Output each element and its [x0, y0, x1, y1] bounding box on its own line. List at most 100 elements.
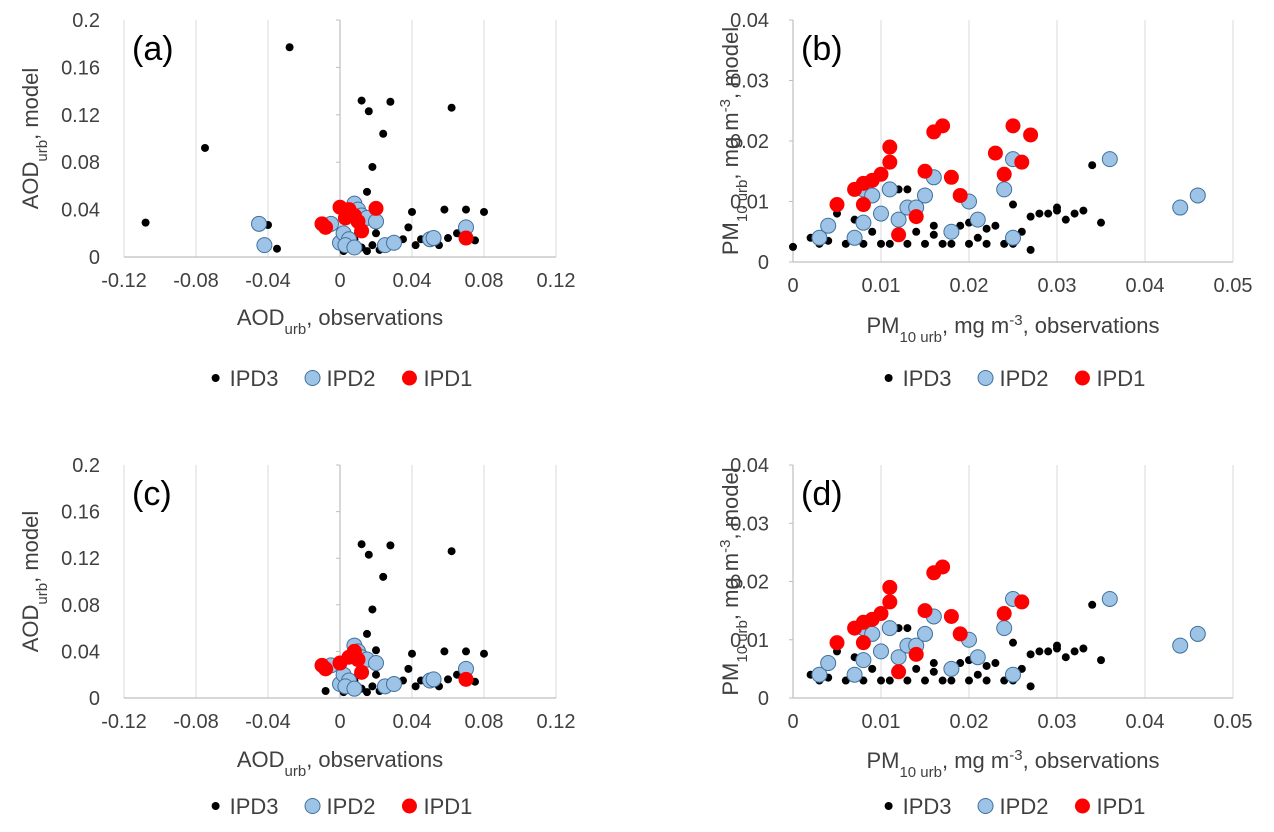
- x-tick-label: 0.03: [1038, 275, 1077, 297]
- legend-marker: [884, 802, 893, 810]
- point: [855, 214, 872, 231]
- point: [846, 666, 863, 683]
- x-tick-label: 0: [787, 711, 798, 733]
- point: [952, 187, 968, 203]
- point: [877, 239, 885, 248]
- y-tick-label: 0.03: [730, 513, 769, 535]
- point: [372, 229, 380, 238]
- point: [1014, 154, 1030, 170]
- point: [917, 603, 933, 619]
- y-tick-label: 0.01: [730, 192, 769, 214]
- legend-marker: [401, 798, 417, 814]
- point: [1101, 151, 1118, 168]
- x-axis-title-part: urb: [285, 763, 307, 780]
- point: [357, 96, 366, 105]
- y-axis-title-part: , model: [18, 511, 43, 583]
- point: [929, 221, 938, 230]
- y-axis-title: AODurb, model: [18, 511, 51, 653]
- point: [855, 197, 871, 213]
- point: [141, 218, 150, 227]
- legend-marker: [977, 798, 994, 814]
- y-tick-label: 0: [758, 688, 769, 710]
- legend-marker: [211, 802, 220, 810]
- y-axis-title-part: urb: [34, 140, 51, 162]
- x-axis-title-part: urb: [285, 321, 307, 338]
- point: [829, 635, 845, 651]
- point: [368, 655, 384, 672]
- x-tick-label: 0.01: [862, 711, 901, 733]
- x-tick-label: -0.04: [245, 270, 291, 292]
- legend: IPD3 IPD2 IPD1: [211, 794, 472, 819]
- point: [363, 187, 371, 196]
- point: [408, 649, 416, 658]
- point: [873, 166, 889, 182]
- y-tick-label: 0.08: [61, 595, 100, 617]
- point: [1189, 625, 1206, 642]
- point: [1026, 650, 1035, 659]
- point: [1005, 666, 1021, 683]
- point: [1189, 187, 1206, 204]
- point: [368, 605, 377, 614]
- point: [480, 207, 488, 216]
- point: [969, 211, 986, 228]
- point: [996, 620, 1013, 637]
- point: [1009, 638, 1017, 647]
- y-tick-label: 0.12: [61, 548, 100, 570]
- x-axis-title-part: -3: [1009, 312, 1022, 329]
- legend-label: IPD1: [1096, 366, 1145, 391]
- point: [440, 647, 449, 656]
- legend-label: IPD3: [230, 794, 279, 819]
- point: [947, 239, 956, 248]
- point: [1026, 212, 1035, 221]
- point: [350, 652, 366, 668]
- point: [1005, 118, 1021, 134]
- x-axis-title-part: , mg m: [942, 748, 1009, 773]
- point: [820, 217, 837, 234]
- y-tick-label: 0: [89, 247, 100, 269]
- point: [1097, 656, 1105, 665]
- point: [411, 682, 420, 691]
- point: [891, 664, 907, 680]
- point: [1172, 199, 1189, 216]
- point: [251, 215, 267, 232]
- point: [877, 676, 885, 685]
- x-axis-title-part: PM: [866, 313, 899, 338]
- y-tick-label: 0.02: [730, 131, 769, 153]
- x-tick-label: 0.04: [393, 711, 432, 733]
- x-axis-title: AODurb, observations: [237, 305, 443, 338]
- point: [903, 239, 912, 248]
- point: [1079, 206, 1088, 215]
- point: [201, 143, 209, 152]
- y-axis-title-part: AOD: [18, 605, 43, 653]
- x-tick-label: 0.08: [465, 270, 504, 292]
- point: [1009, 200, 1017, 209]
- x-tick-label: 0.04: [393, 270, 432, 292]
- point: [447, 103, 456, 112]
- legend-marker: [304, 798, 321, 814]
- legend-label: IPD3: [230, 366, 279, 391]
- point: [453, 229, 461, 238]
- point: [1035, 647, 1044, 656]
- point: [908, 209, 924, 225]
- y-tick-label: 0.2: [72, 10, 100, 32]
- point: [882, 594, 898, 610]
- point: [882, 139, 898, 155]
- point: [1026, 682, 1035, 691]
- x-tick-label: -0.12: [101, 270, 147, 292]
- point: [440, 205, 449, 214]
- y-axis-title: PM10 urb, mg m-3, model: [717, 27, 751, 255]
- x-tick-label: -0.08: [173, 270, 219, 292]
- point: [873, 643, 889, 660]
- point: [987, 145, 1003, 161]
- point: [917, 187, 933, 204]
- y-tick-label: 0.16: [61, 57, 100, 79]
- point: [321, 687, 330, 696]
- point: [912, 664, 921, 673]
- point: [938, 676, 947, 685]
- point: [1035, 209, 1044, 218]
- point: [943, 608, 959, 624]
- y-tick-label: 0: [89, 688, 100, 710]
- point: [368, 682, 377, 691]
- point: [885, 239, 894, 248]
